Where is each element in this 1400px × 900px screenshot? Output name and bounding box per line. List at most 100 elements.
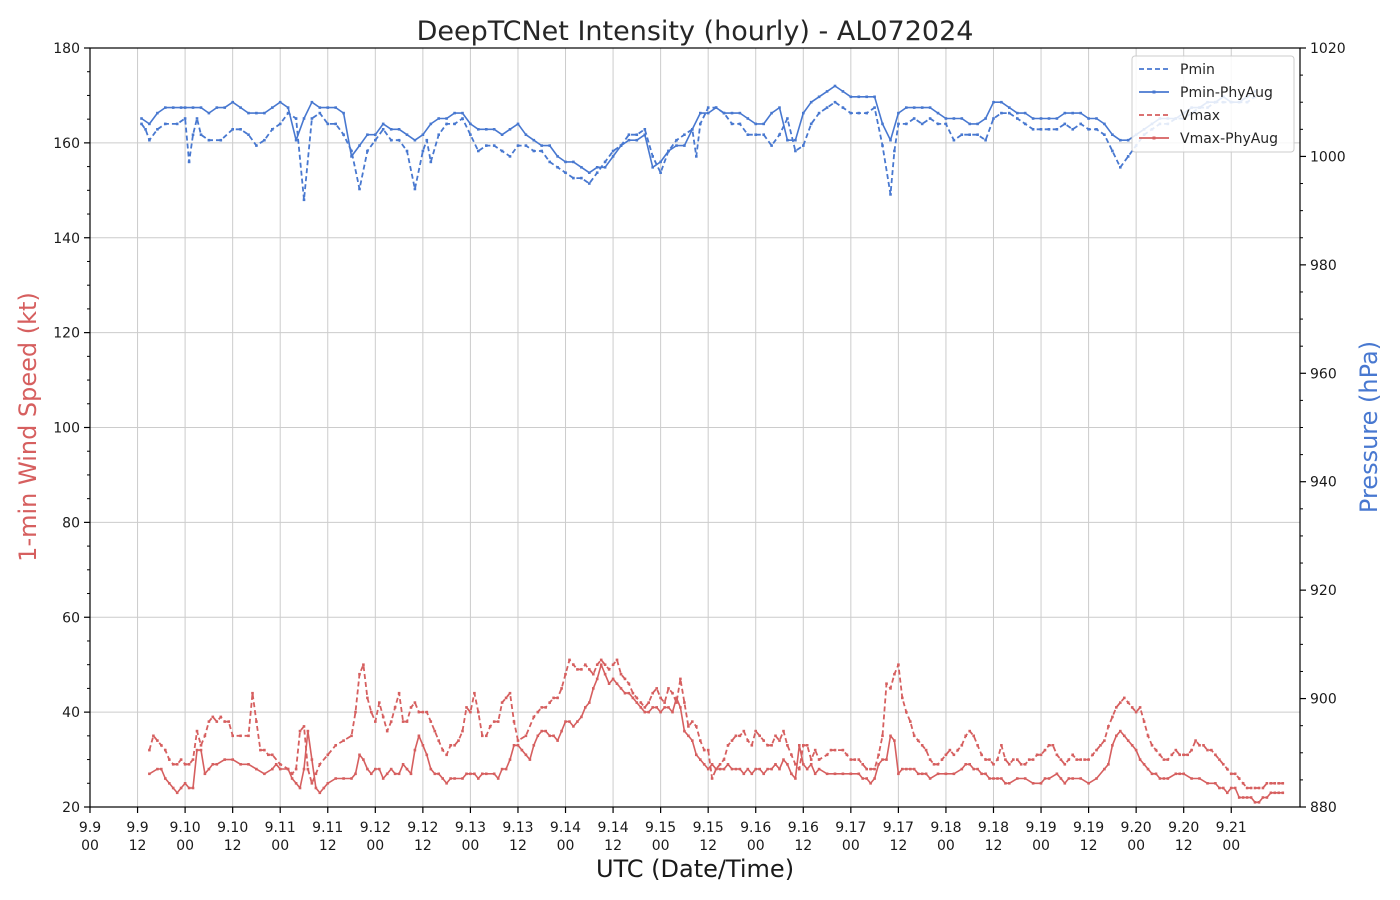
data-point	[445, 782, 448, 785]
data-point	[310, 100, 314, 104]
data-point	[1174, 772, 1178, 776]
series-layer	[140, 84, 1285, 804]
data-point	[203, 772, 207, 776]
data-point	[160, 767, 163, 771]
x-tick-label-date: 9.10	[170, 820, 201, 836]
data-point	[1008, 106, 1011, 109]
data-point	[706, 111, 710, 115]
data-point	[857, 772, 861, 776]
data-point	[496, 777, 500, 780]
data-point	[905, 767, 908, 771]
data-point	[619, 672, 623, 676]
data-point	[1031, 117, 1035, 120]
data-point	[441, 777, 444, 780]
data-point	[259, 748, 262, 752]
data-point	[508, 155, 512, 158]
data-point	[532, 149, 536, 153]
data-point	[528, 758, 532, 761]
data-point	[401, 763, 405, 766]
data-point	[988, 777, 991, 780]
data-point	[255, 720, 258, 723]
data-point	[278, 763, 282, 766]
data-point	[342, 111, 345, 115]
data-point	[1194, 739, 1197, 742]
data-point	[1103, 122, 1106, 126]
data-point	[508, 128, 512, 131]
data-point	[798, 767, 801, 771]
data-point	[992, 117, 995, 120]
data-point	[1087, 117, 1090, 120]
x-tick-label-date: 9.9	[79, 820, 101, 836]
x-tick-label-hour: 12	[699, 838, 717, 854]
data-point	[350, 155, 353, 158]
data-point	[897, 772, 900, 776]
data-point	[441, 748, 444, 752]
data-point	[758, 767, 761, 771]
data-point	[786, 138, 789, 142]
data-point	[207, 111, 211, 115]
data-point	[770, 144, 773, 147]
data-point	[524, 133, 528, 136]
data-point	[802, 744, 805, 747]
data-point	[738, 122, 742, 126]
data-point	[738, 734, 742, 738]
data-point	[774, 763, 777, 766]
data-point	[699, 739, 702, 742]
data-point	[1123, 734, 1126, 738]
data-point	[560, 687, 563, 690]
data-point	[191, 758, 195, 761]
data-point	[560, 729, 563, 733]
data-point	[485, 128, 488, 131]
data-point	[881, 734, 884, 738]
data-point	[148, 122, 151, 126]
data-point	[1012, 758, 1015, 761]
data-point	[326, 122, 330, 126]
data-point	[263, 772, 266, 776]
data-point	[956, 748, 960, 752]
data-point	[425, 138, 429, 142]
data-point	[897, 122, 900, 126]
data-point	[413, 187, 417, 191]
data-point	[984, 758, 987, 761]
chart-title: DeepTCNet Intensity (hourly) - AL072024	[417, 16, 974, 47]
data-point	[504, 696, 508, 700]
data-point	[278, 122, 282, 126]
data-point	[1055, 128, 1059, 131]
data-point	[916, 772, 920, 776]
data-point	[647, 701, 650, 704]
data-point	[437, 739, 440, 742]
data-point	[1016, 758, 1019, 761]
data-point	[770, 111, 773, 115]
data-point	[695, 753, 698, 757]
data-point	[655, 687, 658, 690]
data-point	[754, 122, 757, 126]
data-point	[168, 758, 171, 761]
data-point	[556, 696, 559, 700]
data-point	[1059, 777, 1063, 780]
data-point	[179, 786, 183, 790]
data-point	[544, 706, 547, 709]
x-tick-label-date: 9.14	[550, 820, 581, 836]
data-point	[564, 720, 567, 723]
data-point	[603, 166, 607, 169]
data-point	[710, 763, 714, 766]
data-point	[397, 772, 401, 776]
data-point	[683, 144, 686, 147]
data-point	[809, 763, 813, 766]
data-point	[405, 720, 409, 723]
data-point	[1162, 777, 1166, 780]
data-point	[722, 767, 726, 771]
data-point	[691, 739, 694, 742]
data-point	[1087, 782, 1090, 785]
data-point	[679, 706, 682, 709]
data-point	[675, 696, 678, 700]
data-point	[540, 144, 543, 147]
data-point	[1269, 791, 1273, 795]
data-point	[675, 138, 678, 142]
data-point	[695, 725, 698, 728]
data-point	[932, 763, 936, 766]
data-point	[239, 128, 242, 131]
data-point	[278, 767, 282, 771]
data-point	[841, 772, 845, 776]
data-point	[481, 772, 484, 776]
